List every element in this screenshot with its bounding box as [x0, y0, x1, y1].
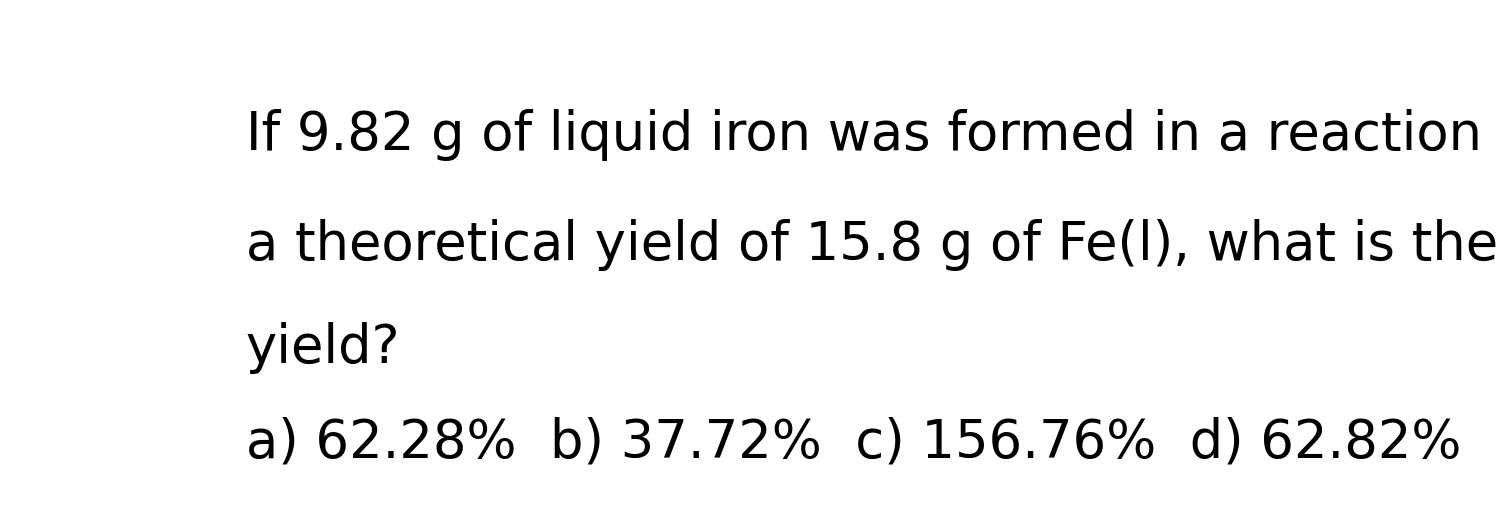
Text: a theoretical yield of 15.8 g of Fe(l), what is the %: a theoretical yield of 15.8 g of Fe(l), … — [246, 219, 1500, 271]
Text: If 9.82 g of liquid iron was formed in a reaction with: If 9.82 g of liquid iron was formed in a… — [246, 109, 1500, 161]
Text: a) 62.28%  b) 37.72%  c) 156.76%  d) 62.82%: a) 62.28% b) 37.72% c) 156.76% d) 62.82% — [246, 416, 1461, 468]
Text: yield?: yield? — [246, 322, 400, 374]
